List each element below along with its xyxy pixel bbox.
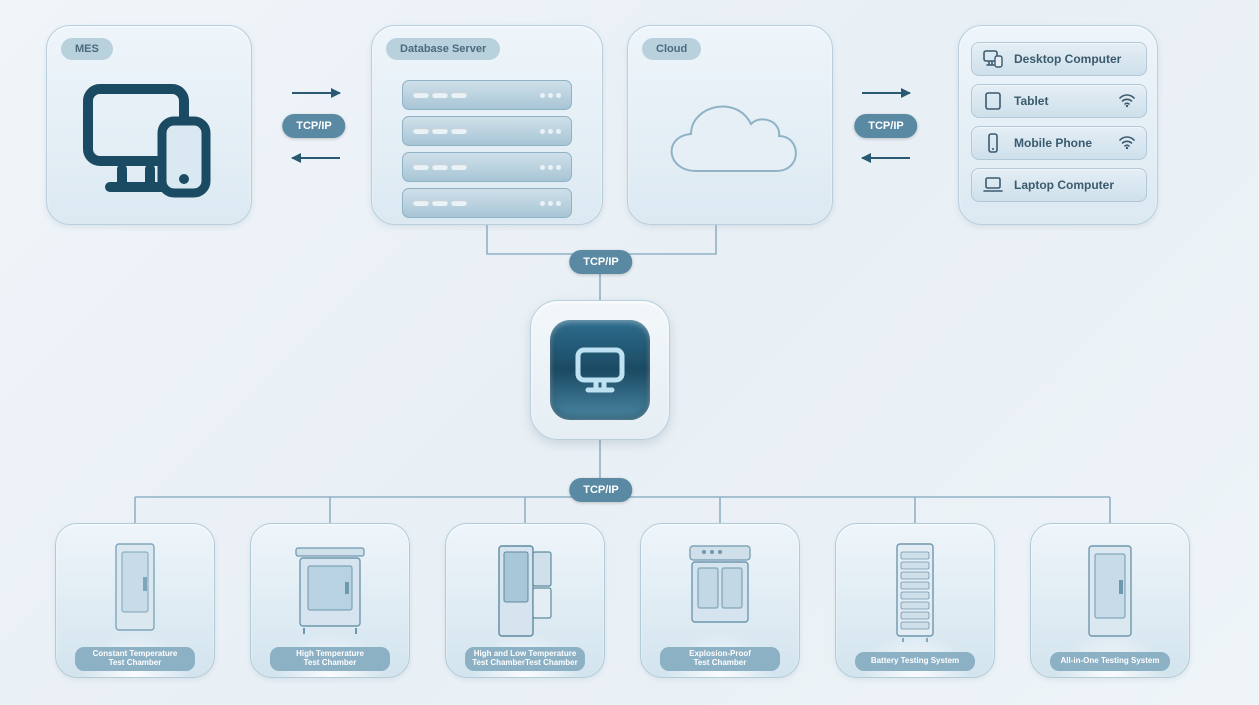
mes-card: MES — [46, 25, 252, 225]
arrow-right-icon — [862, 92, 910, 94]
laptop-icon — [982, 174, 1004, 196]
equipment-card: High TemperatureTest Chamber — [250, 523, 410, 678]
monitor-icon — [572, 342, 628, 398]
database-server-card: Database Server — [371, 25, 603, 225]
wifi-icon — [1118, 91, 1136, 112]
server-unit-icon — [402, 152, 572, 182]
equipment-label: Explosion-ProofTest Chamber — [660, 647, 780, 671]
wifi-icon — [1118, 133, 1136, 154]
client-label: Desktop Computer — [1014, 52, 1121, 66]
cloud-label: Cloud — [642, 38, 701, 60]
mobile-icon — [982, 132, 1004, 154]
arrow-right-icon — [292, 92, 340, 94]
equipment-card: High and Low TemperatureTest ChamberTest… — [445, 523, 605, 678]
client-row-laptop: Laptop Computer — [971, 168, 1147, 202]
equipment-label: Battery Testing System — [855, 652, 975, 671]
protocol-pill: TCP/IP — [569, 478, 632, 502]
hub-inner — [550, 320, 650, 420]
arrow-left-icon — [292, 157, 340, 159]
client-label: Mobile Phone — [1014, 136, 1092, 150]
equipment-label: Constant TemperatureTest Chamber — [75, 647, 195, 671]
chamber1-icon — [110, 542, 160, 642]
tablet-icon — [982, 90, 1004, 112]
equipment-card: Constant TemperatureTest Chamber — [55, 523, 215, 678]
client-row-desktop: Desktop Computer — [971, 42, 1147, 76]
equipment-card: Explosion-ProofTest Chamber — [640, 523, 800, 678]
equipment-label: All-in-One Testing System — [1050, 652, 1170, 671]
client-label: Tablet — [1014, 94, 1048, 108]
equipment-label: High and Low TemperatureTest ChamberTest… — [465, 647, 585, 671]
equipment-card: All-in-One Testing System — [1030, 523, 1190, 678]
chamber3-icon — [495, 542, 555, 647]
clients-card: Desktop Computer Tablet Mobile Phone Laptop… — [958, 25, 1158, 225]
cloud-icon — [651, 86, 811, 196]
client-label: Laptop Computer — [1014, 178, 1114, 192]
protocol-pill: TCP/IP — [569, 250, 632, 274]
equipment-label: High TemperatureTest Chamber — [270, 647, 390, 671]
hub-node — [530, 300, 670, 440]
aio-icon — [1083, 542, 1137, 647]
arrow-left-icon — [862, 157, 910, 159]
cloud-card: Cloud — [627, 25, 833, 225]
desktop-icon — [982, 48, 1004, 70]
equipment-card: Battery Testing System — [835, 523, 995, 678]
protocol-pill: TCP/IP — [854, 114, 917, 138]
client-row-mobile: Mobile Phone — [971, 126, 1147, 160]
server-unit-icon — [402, 116, 572, 146]
db-label: Database Server — [386, 38, 500, 60]
mes-label: MES — [61, 38, 113, 60]
chamber4-icon — [684, 542, 756, 637]
rack-icon — [891, 542, 939, 647]
server-unit-icon — [402, 188, 572, 218]
chamber2-icon — [290, 542, 370, 642]
monitor-device-icon — [80, 81, 220, 211]
server-unit-icon — [402, 80, 572, 110]
protocol-pill: TCP/IP — [282, 114, 345, 138]
client-row-tablet: Tablet — [971, 84, 1147, 118]
